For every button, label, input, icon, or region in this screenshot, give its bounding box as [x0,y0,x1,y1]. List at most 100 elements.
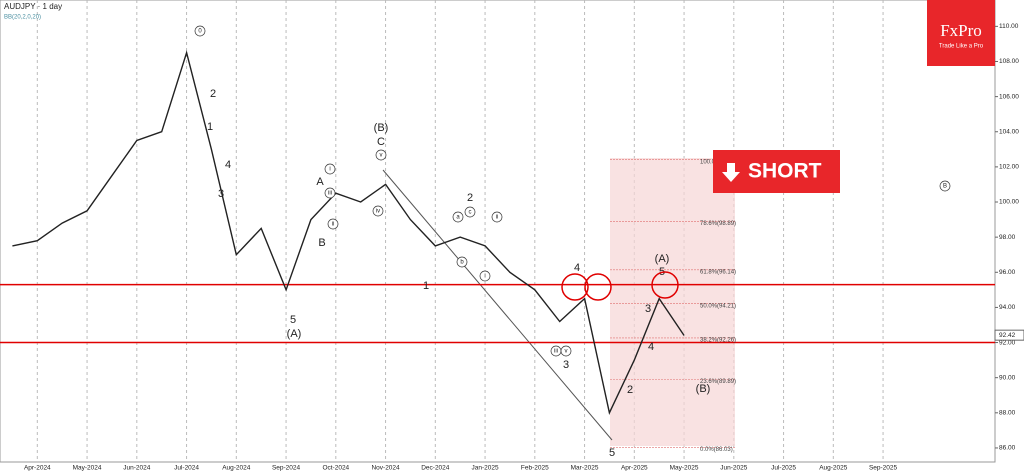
y-tick-label: 102.00 [999,164,1019,171]
x-tick-label: Jun-2024 [123,465,150,472]
price-line [12,50,685,415]
wave-label: iii [328,191,332,197]
wave-label: v [565,349,568,355]
wave-label: ii [496,215,499,221]
wave-label: B [318,237,325,249]
y-tick-label: 100.00 [999,199,1019,206]
y-tick-label: 96.00 [999,269,1016,276]
wave-label: 1 [207,121,213,133]
x-tick-label: Aug-2025 [819,465,848,472]
y-tick-label: 90.00 [999,374,1016,381]
y-tick-label: 86.00 [999,445,1016,452]
wave-circle [491,211,503,223]
wave-label: 5 [290,314,296,326]
y-tick-label: 88.00 [999,410,1016,417]
x-tick-label: Jul-2024 [174,465,199,472]
wave-circle [324,163,336,175]
fib-label: 23.6%(89.89) [700,379,736,385]
wave-label: A [316,176,324,188]
x-tick-label: Feb-2025 [521,465,549,472]
chart-title: AUDJPY · 1 day [4,2,62,11]
x-tick-label: Nov-2024 [371,465,400,472]
wave-label: 3 [645,303,651,315]
logo-bg [927,0,995,66]
x-tick-label: Mar-2025 [571,465,599,472]
down-arrow [722,163,740,182]
wave-label: 2 [627,384,633,396]
fib-label: 50.0%(94.21) [700,303,736,309]
wave-circle [372,205,384,217]
brand: FxPro [940,21,982,40]
wave-circle [456,256,468,268]
y-tick-label: 108.00 [999,58,1019,65]
wave-label: 3 [218,188,224,200]
wave-circle [464,206,476,218]
y-tick-label: 98.00 [999,234,1016,241]
fib-label: 78.6%(98.89) [700,221,736,227]
x-tick-label: May-2025 [670,465,699,472]
wave-label: 1 [423,280,429,292]
wave-label: iv [376,209,380,215]
wave-label: 4 [648,341,654,353]
x-tick-label: May-2024 [73,465,102,472]
x-tick-label: Dec-2024 [421,465,450,472]
fib-label: 100.0% [700,159,721,165]
wave-label: 0 [198,29,202,35]
wave-circle [324,187,336,199]
wave-label: (A) [287,328,302,340]
wave-label: 4 [574,262,580,274]
wave-label: 2 [210,88,216,100]
wave-label: i [484,274,485,280]
highlight-circle [651,271,679,299]
x-tick-label: Jun-2025 [720,465,747,472]
wave-circle [939,180,951,192]
y-tick-label: 92.00 [999,339,1016,346]
fib-zone [610,158,735,446]
wave-label: C [377,136,385,148]
x-tick-label: Sep-2024 [272,465,301,472]
x-tick-label: Oct-2024 [322,465,349,472]
wave-circle [194,25,206,37]
wave-label: B [943,184,947,190]
wave-label: 4 [225,159,231,171]
highlight-circle [561,273,589,301]
wave-label: iii [554,349,558,355]
y-tick-label: 94.00 [999,304,1016,311]
wave-label: b [460,260,464,266]
x-tick-label: Aug-2024 [222,465,251,472]
wave-circle [560,345,572,357]
x-tick-label: Jul-2025 [771,465,796,472]
last-price-tag [994,329,1024,341]
x-tick-label: Jan-2025 [472,465,499,472]
y-tick-label: 106.00 [999,93,1019,100]
x-tick-label: Apr-2024 [24,465,51,472]
signal-text: SHORT [748,160,822,183]
tagline: Trade Like a Pro [939,44,984,50]
wave-circle [452,211,464,223]
trend-line [382,169,613,441]
wave-circle [327,218,339,230]
wave-label: (B) [696,383,711,395]
fib-label: 61.8%(96.14) [700,269,736,275]
wave-circle [479,270,491,282]
last-price-label: 92.42 [999,332,1016,339]
x-tick-label: Apr-2025 [621,465,648,472]
plot: 100.0% 78.6%(98.89) 61.8%(96.14) 50.0%(94.2… [0,25,995,459]
plot-frame [0,0,996,463]
wave-label: i [329,167,330,173]
logo: FxPro Trade Like a Pro [927,0,995,66]
wave-label: v [380,153,383,159]
wave-label: 2 [467,192,473,204]
wave-circle [375,149,387,161]
wave-label: 5 [609,447,615,459]
wave-label: ii [332,222,335,228]
y-tick-label: 104.00 [999,128,1019,135]
wave-label: 3 [563,359,569,371]
wave-label: (B) [374,122,389,134]
wave-label: a [456,215,460,221]
fib-label: 38.2%(92.26) [700,338,736,344]
fib-label: 0.0%(86.03) [700,447,733,453]
signal-banner: SHORT [713,150,840,193]
